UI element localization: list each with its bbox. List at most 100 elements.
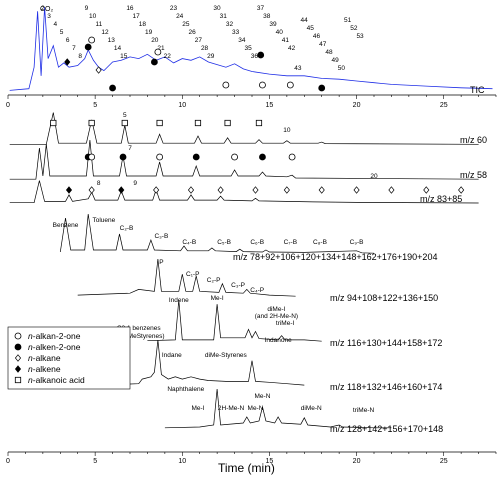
- ion-trace-label: m/z 83+85: [420, 194, 462, 204]
- tic-compound-marker: [109, 84, 116, 92]
- ion-trace-group: m/z 83+85 8 9 20: [9, 173, 479, 204]
- trace-compound-marker: [153, 186, 160, 194]
- trace-annotation: Me-N: [248, 405, 264, 412]
- trace-compound-marker: [259, 153, 266, 161]
- legend-label: n-alkene: [28, 364, 61, 374]
- trace-annotation: 2H-Me-N: [218, 405, 245, 412]
- trace-annotation: P: [159, 259, 163, 266]
- tic-peak-number: 50: [338, 65, 346, 72]
- time-axis-label: Time (min): [218, 461, 275, 475]
- tic-peak-number: 30: [213, 5, 221, 12]
- tic-peak-number: 9: [85, 5, 89, 12]
- ion-trace-line: [164, 388, 392, 429]
- tic-label: TIC: [470, 85, 485, 95]
- tic-peak-number: 34: [238, 37, 246, 44]
- ion-trace-line: [9, 139, 479, 180]
- tic-peak-number: 13: [108, 37, 116, 44]
- tic-peak-number: 11: [95, 21, 102, 28]
- ion-trace-group: m/z 116+130+144+158+172 Indene Me-I diMe-I(…: [147, 295, 442, 348]
- tic-peak-number: 25: [182, 21, 190, 28]
- ion-trace-group: m/z 118+132+146+160+174 C3:1 benzenes(e.g…: [112, 325, 442, 392]
- tic-peak-number: 6: [66, 37, 70, 44]
- tic-peak-number: 4: [53, 21, 57, 28]
- trace-annotation: C₆-B: [250, 239, 264, 246]
- tic-compound-marker: [257, 51, 265, 59]
- tic-tick-label: 15: [266, 102, 274, 109]
- time-axis-tick-label: 15: [266, 458, 274, 465]
- trace-compound-marker: [156, 119, 163, 127]
- trace-annotation: C₈-B: [313, 239, 327, 246]
- tic-peak-number: 53: [356, 33, 364, 40]
- tic-peak-number: 42: [288, 45, 296, 52]
- trace-compound-marker: [119, 153, 127, 161]
- trace-annotation: (and 2H-Me-N): [255, 313, 298, 320]
- trace-compound-marker: [224, 119, 231, 127]
- trace-compound-marker: [423, 186, 430, 194]
- ion-trace-label: m/z 78+92+106+120+134+148+162+176+190+20…: [233, 252, 437, 262]
- trace-compound-marker: [156, 153, 164, 161]
- tic-peak-number: 22: [164, 53, 172, 60]
- trace-annotation: Toluene: [92, 217, 115, 224]
- tic-peak-number: 5: [60, 29, 64, 36]
- trace-compound-marker: [318, 186, 325, 194]
- tic-peak-number: 10: [89, 13, 97, 20]
- tic-panel: 0 5 10 15 20 25 23456789101112131415161718192…: [6, 5, 497, 109]
- legend: n-alkan-2-onen-alken-2-onen-alkanen-alke…: [7, 326, 131, 390]
- trace-annotation: triMe-I: [276, 320, 295, 327]
- trace-compound-marker: [217, 186, 224, 194]
- trace-compound-marker: [388, 186, 395, 194]
- ion-trace-group: m/z 60 5 10: [9, 112, 487, 145]
- trace-compound-marker: [88, 153, 96, 161]
- trace-compound-marker: [88, 119, 95, 127]
- tic-compound-marker: [64, 58, 71, 66]
- trace-annotation: Indanone: [265, 337, 292, 344]
- legend-symbol: [14, 332, 22, 340]
- ion-trace-line: [9, 112, 479, 145]
- trace-annotation: C₄-B: [182, 239, 196, 246]
- trace-annotation: C₃-P: [231, 282, 245, 289]
- tic-peak-number: 3: [47, 13, 51, 20]
- trace-annotation: C₂-P: [207, 277, 221, 284]
- trace-compound-marker: [231, 153, 238, 161]
- trace-annotation: 10: [283, 127, 291, 134]
- tic-peak-number: 41: [282, 37, 290, 44]
- trace-compound-marker: [283, 186, 290, 194]
- co2-label: CO₂: [40, 6, 54, 13]
- tic-compound-marker: [84, 43, 92, 51]
- tic-peak-number: 38: [263, 13, 271, 20]
- tic-peak-number: 33: [232, 29, 240, 36]
- tic-peak-number: 7: [72, 45, 76, 52]
- trace-compound-marker: [187, 186, 195, 194]
- tic-compound-markers: [64, 36, 326, 92]
- trace-annotation: triMe-N: [353, 407, 375, 414]
- tic-compound-marker: [150, 58, 158, 66]
- trace-annotation: diMe-N: [301, 405, 322, 412]
- trace-compound-marker: [255, 119, 263, 127]
- ion-trace-label: m/z 58: [460, 170, 487, 180]
- time-axis-tick-label: 0: [6, 458, 10, 465]
- time-axis-tick-label: 10: [178, 458, 186, 465]
- tic-peak-number: 27: [195, 37, 203, 44]
- tic-peak-number: 43: [294, 65, 302, 72]
- trace-compound-marker: [121, 119, 128, 127]
- tic-peak-number: 17: [133, 13, 141, 20]
- tic-compound-marker: [88, 36, 96, 44]
- trace-compound-marker: [353, 186, 360, 194]
- tic-peak-number: 47: [319, 41, 327, 48]
- tic-compound-marker: [154, 48, 162, 56]
- time-axis-tick-label: 5: [93, 458, 97, 465]
- trace-compound-marker: [65, 186, 73, 194]
- tic-compound-marker: [286, 81, 294, 89]
- legend-label: n-alkan-2-one: [28, 331, 81, 341]
- trace-annotation: C₅-B: [217, 239, 231, 246]
- ion-trace-label: m/z 128+142+156+170+148: [330, 424, 443, 434]
- tic-compound-marker: [222, 81, 230, 89]
- tic-peak-number: 8: [78, 53, 82, 60]
- ion-trace-group: m/z 128+142+156+170+148 Naphthalene Me-I 2H…: [164, 386, 443, 434]
- tic-axis-ticks: [7, 95, 497, 99]
- tic-peak-number: 28: [201, 45, 209, 52]
- tic-peak-number: 40: [276, 29, 284, 36]
- trace-annotation: 5: [123, 112, 127, 119]
- trace-compound-marker: [88, 186, 95, 194]
